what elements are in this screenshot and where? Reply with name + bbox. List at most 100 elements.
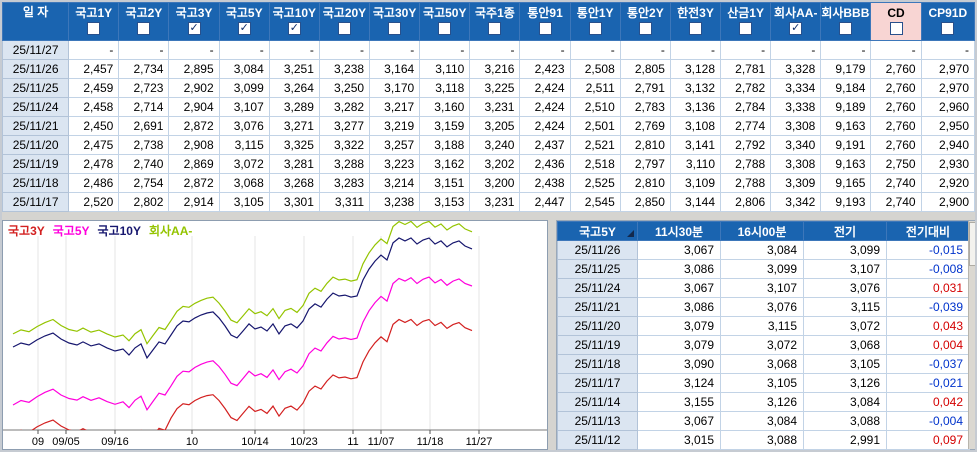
rate-cell: - xyxy=(720,40,772,60)
date-cell: 25/11/17 xyxy=(2,192,70,212)
quote-row: 25/11/18 3,090 3,068 3,105 -0,037 xyxy=(557,354,970,374)
rate-cell: 2,904 xyxy=(168,97,220,117)
rate-cell: 2,714 xyxy=(118,97,170,117)
checkbox-한전3Y[interactable] xyxy=(688,22,702,35)
rate-1600-cell: 3,126 xyxy=(720,392,804,412)
rate-cell: 2,691 xyxy=(118,116,170,136)
column-label: 국고3Y xyxy=(175,6,213,20)
date-cell: 25/11/14 xyxy=(557,392,638,412)
column-header-국고3Y: 국고3Y ✓ xyxy=(168,2,220,41)
change-cell: 0,097 xyxy=(886,430,970,450)
rate-cell: 3,238 xyxy=(369,192,421,212)
checkbox-국고20Y[interactable] xyxy=(337,22,351,35)
quote-row: 25/11/19 3,079 3,072 3,068 0,004 xyxy=(557,335,970,355)
date-cell: 25/11/25 xyxy=(2,78,70,98)
rate-cell: 9,165 xyxy=(820,173,872,193)
rate-cell: 3,115 xyxy=(218,135,270,155)
rate-cell: 2,508 xyxy=(569,59,621,79)
checkbox-국고5Y[interactable]: ✓ xyxy=(237,22,251,35)
rate-cell: 3,217 xyxy=(369,97,421,117)
table-row: 25/11/17 2,520 2,802 2,914 3,105 3,301 3,311 3,… xyxy=(2,192,975,212)
column-label: CD xyxy=(887,6,905,20)
rate-cell: 3,170 xyxy=(369,78,421,98)
quote-scrollbar[interactable] xyxy=(968,221,975,449)
column-header-국고30Y: 국고30Y xyxy=(369,2,421,41)
rate-1130-cell: 3,086 xyxy=(637,297,721,317)
yield-line-chart[interactable]: 09 09/05 09/16 10 10/14 10/23 11 11/07 11/18 11/2… xyxy=(3,221,547,449)
quote-header-1130: 11시30분 xyxy=(637,221,721,241)
checkbox-국고2Y[interactable] xyxy=(137,22,151,35)
rate-cell: 3,132 xyxy=(669,78,722,98)
change-cell: -0,037 xyxy=(886,354,970,374)
checkbox-통안2Y[interactable] xyxy=(638,22,652,35)
rate-1130-cell: 3,067 xyxy=(637,278,721,298)
checkbox-회사BBB-[interactable] xyxy=(839,22,853,35)
checkbox-CD[interactable] xyxy=(889,22,903,35)
rate-cell: 3,223 xyxy=(369,154,421,174)
rate-cell: 3,162 xyxy=(419,154,471,174)
rate-cell: 2,950 xyxy=(920,116,975,136)
rate-cell: 2,769 xyxy=(619,116,671,136)
checkbox-CP91D[interactable] xyxy=(941,22,955,35)
quote-header-change: 전기대비 xyxy=(886,221,970,241)
checkbox-국고1Y[interactable] xyxy=(87,22,101,35)
rate-cell: 2,781 xyxy=(720,59,772,79)
rate-cell: 9,179 xyxy=(820,59,872,79)
rate-1600-cell: 3,084 xyxy=(720,240,804,260)
date-cell: 25/11/18 xyxy=(557,354,638,374)
rate-cell: 2,920 xyxy=(920,173,975,193)
change-cell: -0,039 xyxy=(886,297,970,317)
rate-cell: 2,783 xyxy=(619,97,671,117)
rate-cell: 2,782 xyxy=(720,78,772,98)
checkbox-통안91[interactable] xyxy=(538,22,552,35)
checkbox-통안1Y[interactable] xyxy=(588,22,602,35)
change-cell: 0,031 xyxy=(886,278,970,298)
rate-cell: 2,424 xyxy=(519,78,571,98)
rate-cell: 3,231 xyxy=(469,192,521,212)
prev-cell: 3,107 xyxy=(803,259,887,279)
rate-cell: 2,960 xyxy=(920,97,975,117)
rate-cell: 2,914 xyxy=(168,192,220,212)
checkbox-국주1종[interactable] xyxy=(488,22,502,35)
rate-cell: - xyxy=(318,40,371,60)
checkbox-산금1Y[interactable] xyxy=(739,22,753,35)
date-column-header: 일 자 xyxy=(2,2,70,41)
quote-header-1600: 16시00분 xyxy=(720,221,804,241)
column-label: 국고30Y xyxy=(372,6,417,20)
checkbox-회사AA-[interactable]: ✓ xyxy=(789,22,803,35)
rate-cell: - xyxy=(168,40,220,60)
x-axis-label: 10/14 xyxy=(241,436,269,448)
quote-row: 25/11/13 3,067 3,084 3,088 -0,004 xyxy=(557,411,970,431)
x-axis-label: 10 xyxy=(186,436,198,448)
rate-cell: 3,281 xyxy=(268,154,320,174)
rate-cell: 3,159 xyxy=(419,116,471,136)
rate-cell: 2,545 xyxy=(569,192,621,212)
yield-chart-panel[interactable]: 국고3Y 국고5Y 국고10Y 회사AA- 09 09/05 09/16 10 10/14 10… xyxy=(2,220,548,450)
rate-cell: 9,193 xyxy=(820,192,872,212)
quote-scrollbar-thumb[interactable] xyxy=(969,222,975,266)
rate-cell: - xyxy=(569,40,621,60)
change-cell: 0,004 xyxy=(886,335,970,355)
column-label: 한전3Y xyxy=(677,6,714,20)
rate-cell: 2,458 xyxy=(68,97,120,117)
rate-cell: 2,760 xyxy=(870,116,922,136)
rate-cell: 3,288 xyxy=(318,154,371,174)
prev-cell: 3,099 xyxy=(803,240,887,260)
column-label: CP91D xyxy=(928,6,968,20)
rate-cell: 3,238 xyxy=(318,59,371,79)
quote-row: 25/11/21 3,086 3,076 3,115 -0,039 xyxy=(557,297,970,317)
prev-cell: 3,088 xyxy=(803,411,887,431)
rate-cell: 2,788 xyxy=(720,154,772,174)
column-header-산금1Y: 산금1Y xyxy=(720,2,772,41)
rate-cell: 2,447 xyxy=(519,192,571,212)
column-header-통안91: 통안91 xyxy=(519,2,571,41)
table-row: 25/11/24 2,458 2,714 2,904 3,107 3,289 3,282 3,… xyxy=(2,97,975,117)
checkbox-국고3Y[interactable]: ✓ xyxy=(187,22,201,35)
checkbox-국고10Y[interactable]: ✓ xyxy=(287,22,301,35)
rate-cell: 2,424 xyxy=(519,116,571,136)
daily-rates-table: 일 자 국고1Y 국고2Y 국고3Y ✓ 국고5Y ✓ 국고10Y ✓ 국고20Y 국고30Y 국고5… xyxy=(2,2,975,212)
rate-cell: 3,076 xyxy=(218,116,270,136)
checkbox-국고50Y[interactable] xyxy=(438,22,452,35)
quote-sort-column-header[interactable]: 국고5Y xyxy=(557,221,638,241)
checkbox-국고30Y[interactable] xyxy=(388,22,402,35)
